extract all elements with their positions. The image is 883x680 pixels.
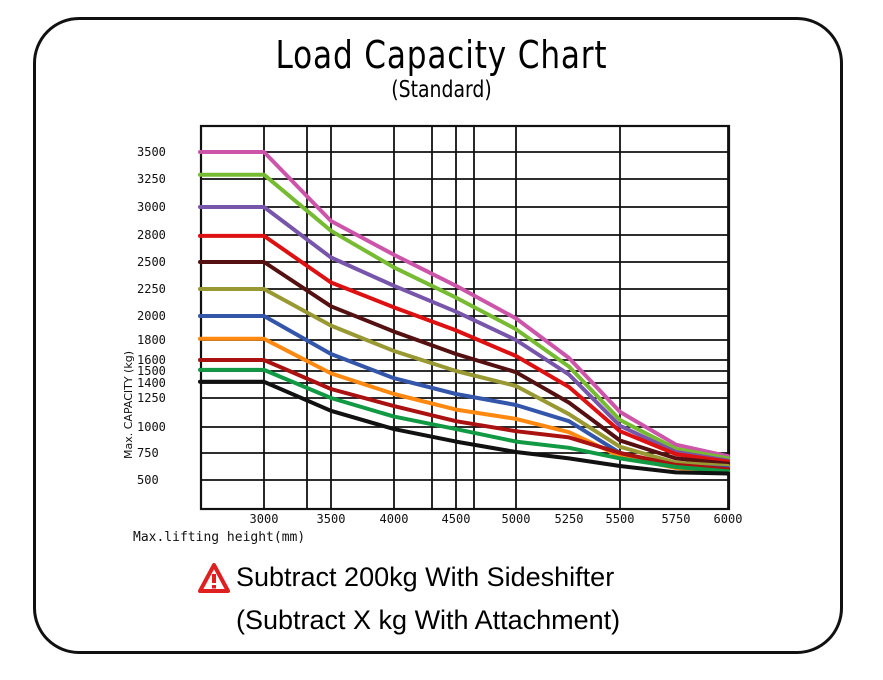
y-tick-label: 3250 — [137, 172, 166, 186]
series-line — [198, 314, 730, 471]
sideshifter-note: Subtract 200kg With Sideshifter — [198, 562, 614, 593]
y-tick-label: 500 — [137, 473, 159, 487]
y-axis-title: Max. CAPACITY (kg) — [122, 351, 135, 459]
warning-triangle-icon — [198, 562, 230, 593]
series-line — [198, 150, 730, 459]
series-line — [198, 367, 730, 474]
y-tick-label: 1400 — [137, 376, 166, 390]
x-tick-label: 3000 — [250, 512, 279, 526]
sideshifter-note-text: Subtract 200kg With Sideshifter — [236, 562, 615, 592]
y-tick-label: 750 — [137, 446, 159, 460]
y-tick-label: 1800 — [137, 333, 166, 347]
series-line — [198, 287, 730, 468]
attachment-note: (Subtract X kg With Attachment) — [236, 605, 621, 635]
y-tick-label: 2250 — [137, 282, 166, 296]
x-tick-label: 5750 — [662, 512, 691, 526]
y-tick-label: 1600 — [137, 353, 166, 367]
series-line — [198, 205, 730, 463]
y-tick-label: 2000 — [137, 309, 166, 323]
x-tick-label: 4000 — [380, 512, 409, 526]
y-tick-label: 2800 — [137, 228, 166, 242]
y-tick-label: 1250 — [137, 391, 166, 405]
series-line — [198, 260, 730, 466]
x-tick-label: 5500 — [606, 512, 635, 526]
chart-title: Load Capacity Chart — [275, 33, 608, 77]
x-tick-label: 6000 — [714, 512, 743, 526]
y-tick-label: 1000 — [137, 420, 166, 434]
y-tick-label: 2500 — [137, 255, 166, 269]
series-line — [198, 172, 730, 461]
series-line — [198, 358, 730, 472]
y-tick-label: 1500 — [137, 364, 166, 378]
series-line — [198, 233, 730, 464]
y-tick-label: 3500 — [137, 145, 166, 159]
x-axis-title: Max.lifting height(mm) — [133, 530, 305, 545]
x-tick-label: 4500 — [442, 512, 471, 526]
series-line — [198, 379, 730, 476]
y-tick-label: 3000 — [137, 200, 166, 214]
x-tick-label: 5000 — [502, 512, 531, 526]
chart-subtitle: (Standard) — [391, 77, 492, 103]
x-tick-label: 5250 — [555, 512, 584, 526]
chart-card — [33, 17, 843, 654]
x-tick-label: 3500 — [317, 512, 346, 526]
